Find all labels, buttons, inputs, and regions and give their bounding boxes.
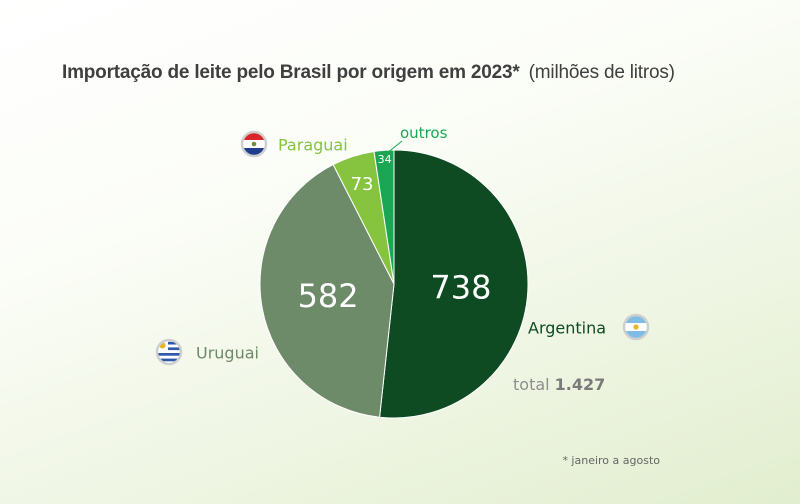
total-value: 1.427 — [555, 375, 606, 394]
chart-title-unit: (milhões de litros) — [528, 62, 675, 83]
category-label-uruguai: Uruguai — [196, 344, 259, 363]
outros-leader-line — [385, 140, 403, 155]
uruguay-flag-icon — [155, 338, 183, 366]
paraguay-flag-icon — [240, 130, 268, 158]
value-label-paraguai: 73 — [351, 174, 374, 195]
pie-slice-uruguai — [259, 163, 395, 418]
argentina-flag-icon — [622, 313, 650, 341]
value-label-outros: 34 — [378, 153, 392, 166]
chart-title-text: Importação de leite pelo Brasil por orig… — [62, 62, 520, 83]
total-label: total 1.427 — [513, 375, 605, 394]
value-label-argentina: 738 — [430, 269, 491, 307]
pie-slice-argentina — [379, 149, 529, 419]
category-label-paraguai: Paraguai — [278, 136, 348, 155]
chart-title: Importação de leite pelo Brasil por orig… — [62, 62, 675, 84]
category-label-outros: outros — [400, 124, 448, 142]
category-label-argentina: Argentina — [528, 319, 606, 338]
footnote: * janeiro a agosto — [562, 454, 660, 467]
pie-slice-outros — [373, 149, 395, 285]
total-label-text: total — [513, 375, 555, 394]
value-label-uruguai: 582 — [298, 277, 359, 315]
